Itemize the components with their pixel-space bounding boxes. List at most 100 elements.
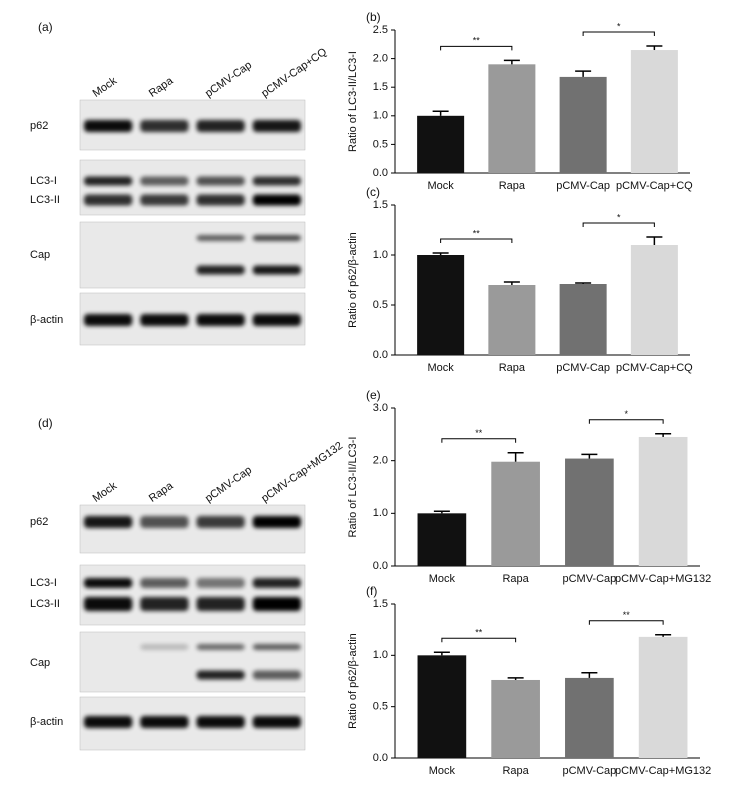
bar <box>565 677 614 758</box>
blot-band <box>84 314 133 326</box>
y-tick-label: 0.0 <box>373 167 388 179</box>
row-label: Cap <box>30 657 50 669</box>
blot-band <box>196 578 245 588</box>
significance-bracket <box>588 620 664 625</box>
y-tick-label: 3.0 <box>373 402 388 414</box>
blot-band <box>196 176 245 186</box>
bar <box>559 284 607 355</box>
significance-label: ** <box>473 36 481 46</box>
blot-band <box>140 176 189 186</box>
y-tick-label: 0.5 <box>373 701 388 713</box>
bar <box>638 436 688 566</box>
significance-label: ** <box>475 428 483 438</box>
blot-band <box>252 314 301 326</box>
bar <box>559 76 607 173</box>
y-tick-label: 2.0 <box>373 53 388 65</box>
significance-bracket <box>441 637 517 643</box>
blot-band <box>252 194 301 206</box>
y-tick-label: 0.5 <box>373 138 388 150</box>
x-tick-label: Rapa <box>502 765 529 777</box>
blot-band <box>140 194 189 206</box>
x-tick-label: Rapa <box>499 362 526 374</box>
blot-band <box>196 516 245 528</box>
blot-band <box>84 194 133 206</box>
blot-band <box>140 597 189 611</box>
lane-label: pCMV-Cap+MG132 <box>259 440 345 505</box>
significance-bracket <box>441 438 517 443</box>
y-axis-label: Ratio of p62/β-actin <box>347 633 359 729</box>
y-tick-label: 2.5 <box>373 24 388 36</box>
blot-band <box>196 644 245 650</box>
x-tick-label: Rapa <box>499 180 526 192</box>
x-tick-label: pCMV-Cap+MG132 <box>615 765 711 777</box>
bar <box>417 513 467 566</box>
row-label: LC3-II <box>30 598 60 610</box>
x-tick-label: Mock <box>429 765 456 777</box>
lane-label: pCMV-Cap <box>203 464 254 505</box>
significance-label: ** <box>623 610 631 620</box>
blot-band <box>140 516 189 528</box>
blot-membrane <box>79 504 306 554</box>
blot-band <box>84 597 133 611</box>
blot-band <box>252 120 301 132</box>
lane-label: Mock <box>91 480 120 505</box>
y-tick-label: 1.0 <box>373 649 388 661</box>
lane-label: Rapa <box>147 479 176 504</box>
y-tick-label: 0.0 <box>373 752 388 764</box>
y-tick-label: 0.5 <box>373 299 388 311</box>
bar <box>565 458 614 566</box>
x-tick-label: pCMV-Cap <box>562 573 616 585</box>
blot-band <box>196 314 245 326</box>
lane-label: pCMV-Cap <box>203 59 254 100</box>
significance-bracket <box>582 31 655 37</box>
x-tick-label: pCMV-Cap+CQ <box>616 362 693 374</box>
blot-band <box>140 578 189 588</box>
x-tick-label: Mock <box>429 573 456 585</box>
bar <box>638 636 688 758</box>
blot-band <box>196 265 245 275</box>
x-tick-label: pCMV-Cap <box>556 180 610 192</box>
blot-band <box>196 597 245 611</box>
blot-band <box>84 176 133 186</box>
blot-membrane <box>79 564 306 626</box>
blot-band <box>252 597 301 611</box>
row-label: p62 <box>30 120 48 132</box>
y-axis-label: Ratio of LC3-II/LC3-I <box>347 51 359 152</box>
row-label: Cap <box>30 249 50 261</box>
row-label: p62 <box>30 516 48 528</box>
x-tick-label: Mock <box>427 180 454 192</box>
blot-band <box>84 120 133 132</box>
significance-label: * <box>617 21 621 31</box>
lane-label: Rapa <box>147 74 176 99</box>
blot-band <box>252 235 301 241</box>
panel-label: (e) <box>366 388 381 402</box>
y-tick-label: 1.5 <box>373 81 388 93</box>
significance-label: ** <box>475 628 483 638</box>
bar <box>491 461 540 566</box>
lane-label: Mock <box>91 75 120 100</box>
y-tick-label: 0.0 <box>373 560 388 572</box>
bar <box>417 255 465 355</box>
blot-band <box>196 235 245 241</box>
blot-band <box>252 578 301 588</box>
row-label: LC3-I <box>30 175 57 187</box>
significance-bracket <box>440 238 513 243</box>
blot-band <box>140 716 189 728</box>
blot-band <box>252 670 301 680</box>
panel-label: (a) <box>38 20 53 34</box>
bar <box>630 245 678 355</box>
blot-band <box>140 644 189 650</box>
bar <box>417 115 465 173</box>
blot-band <box>140 120 189 132</box>
significance-bracket <box>588 419 664 424</box>
blot-band <box>196 670 245 680</box>
x-tick-label: Rapa <box>502 573 529 585</box>
blot-band <box>140 314 189 326</box>
x-tick-label: pCMV-Cap+CQ <box>616 180 693 192</box>
bar <box>630 50 678 173</box>
blot-membrane <box>79 159 306 216</box>
row-label: β-actin <box>30 716 63 728</box>
x-tick-label: Mock <box>427 362 454 374</box>
row-label: LC3-I <box>30 577 57 589</box>
